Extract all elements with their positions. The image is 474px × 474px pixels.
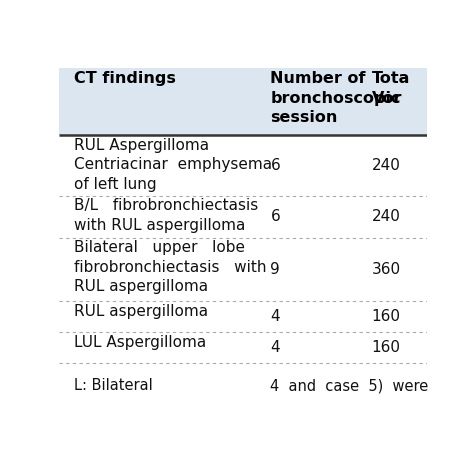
Text: 4: 4 (271, 310, 280, 324)
Text: 240: 240 (372, 209, 401, 224)
Text: 160: 160 (372, 310, 401, 324)
Text: Number of
bronchoscopic
session: Number of bronchoscopic session (271, 72, 401, 125)
Text: 6: 6 (271, 158, 280, 173)
Text: 6: 6 (271, 209, 280, 224)
Text: RUL aspergilloma: RUL aspergilloma (74, 304, 208, 319)
Text: B/L   fibrobronchiectasis
with RUL aspergilloma: B/L fibrobronchiectasis with RUL aspergi… (74, 199, 258, 233)
Text: 360: 360 (372, 262, 401, 277)
Text: L: Bilateral: L: Bilateral (74, 378, 153, 393)
Text: RUL Aspergilloma
Centriacinar  emphysema
of left lung: RUL Aspergilloma Centriacinar emphysema … (74, 138, 272, 191)
Text: Bilateral   upper   lobe
fibrobronchiectasis   with
RUL aspergilloma: Bilateral upper lobe fibrobronchiectasis… (74, 240, 266, 294)
Text: 4: 4 (271, 340, 280, 356)
Bar (59, 68, 427, 136)
Text: LUL Aspergilloma: LUL Aspergilloma (74, 336, 206, 350)
Text: CT findings: CT findings (74, 72, 176, 86)
Text: Tota
Vor: Tota Vor (372, 72, 410, 106)
Text: 240: 240 (372, 158, 401, 173)
Text: 160: 160 (372, 340, 401, 356)
Text: 9: 9 (271, 262, 280, 277)
Text: 4  and  case  5)  were: 4 and case 5) were (271, 378, 428, 393)
